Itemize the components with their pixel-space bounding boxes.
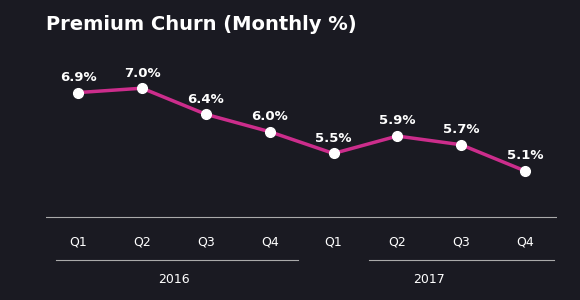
Text: Q1: Q1 — [70, 235, 87, 248]
Text: 5.1%: 5.1% — [507, 149, 543, 162]
Text: 2017: 2017 — [414, 273, 445, 286]
Text: Q3: Q3 — [452, 235, 470, 248]
Text: 6.9%: 6.9% — [60, 71, 97, 84]
Text: 6.4%: 6.4% — [187, 93, 224, 106]
Text: 6.0%: 6.0% — [251, 110, 288, 123]
Text: 7.0%: 7.0% — [124, 67, 161, 80]
Text: Q2: Q2 — [389, 235, 406, 248]
Text: 5.5%: 5.5% — [316, 132, 351, 145]
Text: Premium Churn (Monthly %): Premium Churn (Monthly %) — [46, 15, 357, 34]
Text: Q2: Q2 — [133, 235, 151, 248]
Text: Q4: Q4 — [261, 235, 278, 248]
Text: Q4: Q4 — [516, 235, 534, 248]
Text: 5.7%: 5.7% — [443, 123, 479, 136]
Text: 2016: 2016 — [158, 273, 190, 286]
Text: Q3: Q3 — [197, 235, 215, 248]
Text: 5.9%: 5.9% — [379, 114, 415, 127]
Text: Q1: Q1 — [325, 235, 342, 248]
